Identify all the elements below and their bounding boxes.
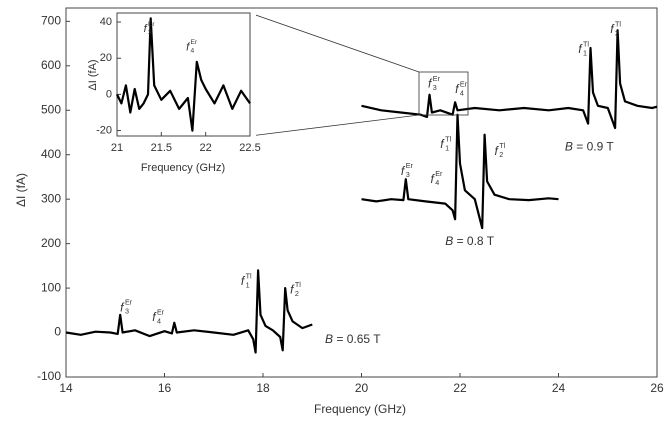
annotation-sub: 1 bbox=[246, 280, 250, 289]
field-value: = 0.8 T bbox=[453, 234, 494, 248]
annotation-symbol: f bbox=[186, 41, 190, 53]
inset-y-label: ΔI (fA) bbox=[87, 59, 99, 90]
y-tick-label: 400 bbox=[41, 147, 61, 161]
annotation-sup: Tl bbox=[246, 271, 252, 280]
annotation-sub: 4 bbox=[157, 316, 161, 325]
annotation-sub: 3 bbox=[148, 29, 152, 36]
main-plot: 14 16 18 20 22 24 26-1000100200300400500600700… bbox=[37, 14, 664, 396]
zoom-indicator bbox=[249, 12, 469, 137]
y-tick-label: 700 bbox=[41, 14, 61, 28]
annotation-sub: 1 bbox=[583, 48, 587, 57]
annotation-symbol: f bbox=[428, 77, 433, 91]
annotation-symbol: f bbox=[152, 310, 157, 324]
field-symbol: B bbox=[445, 234, 453, 248]
field-symbol: B bbox=[325, 332, 333, 346]
x-tick-label: 21 bbox=[111, 142, 123, 154]
data-line bbox=[65, 269, 313, 354]
y-tick-label: 20 bbox=[100, 52, 112, 64]
annotation-sup: Er bbox=[460, 79, 468, 88]
zoom-connector bbox=[249, 12, 420, 73]
y-axis-label: ΔI (fA) bbox=[14, 173, 28, 207]
inset-x-label: Frequency (GHz) bbox=[141, 162, 225, 174]
data-line bbox=[361, 29, 658, 130]
annotation-symbol: f bbox=[401, 164, 406, 178]
x-tick-label: 22.5 bbox=[239, 142, 260, 154]
y-tick-label: -100 bbox=[37, 369, 61, 383]
x-tick-label: 24 bbox=[552, 381, 566, 395]
y-tick-label: 200 bbox=[41, 236, 61, 250]
annotation-sup: Er bbox=[406, 161, 414, 170]
annotation-symbol: f bbox=[440, 137, 445, 151]
x-axis-label: Frequency (GHz) bbox=[314, 402, 406, 416]
annotation-sub: 2 bbox=[295, 289, 299, 298]
x-tick-label: 14 bbox=[59, 381, 73, 395]
y-tick-label: 100 bbox=[41, 280, 61, 294]
zoom-box bbox=[418, 71, 469, 116]
annotation-sup: Er bbox=[433, 74, 441, 83]
y-tick-label: 600 bbox=[41, 58, 61, 72]
field-value: = 0.65 T bbox=[333, 332, 381, 346]
x-tick-label: 21.5 bbox=[151, 142, 172, 154]
y-tick-label: 500 bbox=[41, 102, 61, 116]
annotation-sup: Er bbox=[191, 39, 198, 46]
x-tick-label: 20 bbox=[355, 381, 369, 395]
annotation-sup: Tl bbox=[499, 141, 505, 150]
annotation-sub: 1 bbox=[445, 143, 449, 152]
annotation-sup: Er bbox=[148, 21, 155, 28]
annotation-symbol: f bbox=[494, 144, 499, 158]
annotation-sub: 3 bbox=[433, 83, 437, 92]
annotation-symbol: f bbox=[290, 282, 295, 296]
annotation-symbol: f bbox=[578, 42, 583, 56]
annotation-sup: Tl bbox=[295, 280, 301, 289]
annotation-sub: 3 bbox=[125, 307, 129, 316]
x-tick-label: 18 bbox=[256, 381, 270, 395]
annotation-sub: 2 bbox=[499, 150, 503, 159]
annotation-sup: Tl bbox=[445, 134, 451, 143]
x-tick-label: 22 bbox=[453, 381, 467, 395]
annotation-symbol: f bbox=[120, 300, 125, 314]
annotation-sup: Er bbox=[157, 307, 165, 316]
annotation-sub: 4 bbox=[191, 47, 195, 54]
annotation-sup: Er bbox=[435, 169, 443, 178]
zoom-connector bbox=[249, 114, 420, 137]
annotation-sub: 4 bbox=[435, 178, 439, 187]
field-label: B = 0.65 T bbox=[325, 332, 381, 346]
y-tick-label: 0 bbox=[54, 325, 61, 339]
y-tick-label: 0 bbox=[106, 88, 112, 100]
annotation-symbol: f bbox=[241, 274, 246, 288]
annotation-sup: Tl bbox=[583, 39, 589, 48]
x-tick-label: 22 bbox=[200, 142, 212, 154]
data-line bbox=[361, 113, 559, 230]
annotation-symbol: f bbox=[455, 82, 460, 96]
field-symbol: B bbox=[565, 140, 573, 154]
annotation-symbol: f bbox=[430, 172, 435, 186]
x-tick-label: 26 bbox=[650, 381, 664, 395]
annotation-symbol: f bbox=[610, 22, 615, 36]
annotation-sub: 2 bbox=[615, 28, 619, 37]
x-tick-label: 16 bbox=[158, 381, 172, 395]
field-label: B = 0.8 T bbox=[445, 234, 494, 248]
y-tick-label: -20 bbox=[96, 124, 112, 136]
field-value: = 0.9 T bbox=[573, 140, 614, 154]
annotation-sup: Er bbox=[125, 298, 133, 307]
annotation-sub: 3 bbox=[406, 170, 410, 179]
annotation-sup: Tl bbox=[615, 19, 621, 28]
y-tick-label: 300 bbox=[41, 191, 61, 205]
field-label: B = 0.9 T bbox=[565, 140, 614, 154]
inset-frame bbox=[116, 12, 251, 137]
y-tick-label: 40 bbox=[100, 16, 112, 28]
annotation-sub: 4 bbox=[460, 88, 464, 97]
data-line bbox=[116, 17, 251, 132]
annotation-symbol: f bbox=[144, 23, 148, 35]
